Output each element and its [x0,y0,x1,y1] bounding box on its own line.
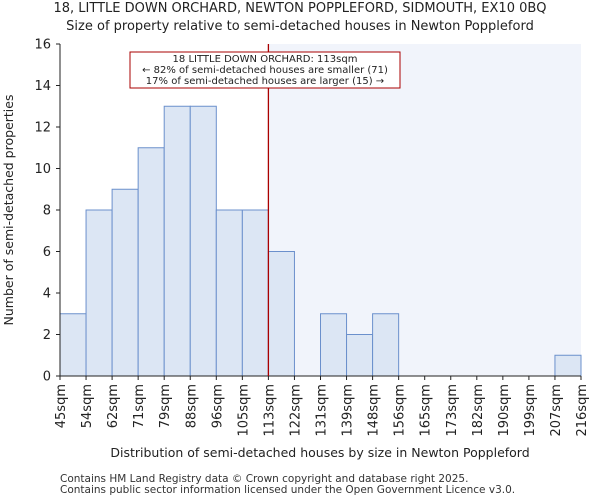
annotation-line3: 17% of semi-detached houses are larger (… [146,76,384,87]
annotation-line1: 18 LITTLE DOWN ORCHARD: 113sqm [173,54,358,65]
y-tick-label: 4 [43,287,51,302]
chart-title-line1: 18, LITTLE DOWN ORCHARD, NEWTON POPPLEFO… [53,1,547,16]
annotation-line2: ← 82% of semi-detached houses are smalle… [142,65,388,76]
histogram-bar [215,209,243,377]
larger-properties-region [268,44,581,376]
footer-copyright: Contains HM Land Registry data © Crown c… [60,473,469,485]
histogram-bar [163,105,191,377]
y-tick-label: 6 [43,245,51,260]
x-tick-label: 216sqm [575,384,590,437]
y-tick-label: 0 [43,370,51,385]
y-axis-label: Number of semi-detached properties [1,95,16,326]
x-tick-label: 182sqm [471,384,486,437]
histogram-bar [189,105,217,377]
histogram-bar [137,147,165,377]
y-tick-label: 12 [34,121,51,136]
x-tick-label: 79sqm [158,384,173,428]
x-tick-label: 207sqm [549,384,564,437]
x-tick-label: 173sqm [445,384,460,437]
histogram-bar [320,313,348,377]
histogram-bar [59,313,87,377]
x-tick-label: 131sqm [315,384,330,437]
histogram-bar [554,354,582,377]
histogram-bar [267,251,295,377]
histogram-bar [346,334,374,377]
x-tick-label: 199sqm [523,384,538,437]
x-tick-label: 139sqm [341,384,356,437]
y-tick-label: 8 [43,204,51,219]
x-tick-label: 45sqm [54,384,69,428]
y-tick-label: 14 [34,79,51,94]
x-tick-label: 165sqm [419,384,434,437]
x-tick-label: 113sqm [262,384,277,437]
x-tick-label: 156sqm [393,384,408,437]
x-tick-label: 96sqm [210,384,225,428]
histogram-bar [241,209,269,377]
x-tick-label: 88sqm [184,384,199,428]
histogram-bar [111,188,139,377]
x-tick-label: 71sqm [132,384,147,428]
y-tick-label: 2 [43,328,51,343]
y-tick-label: 10 [34,162,51,177]
x-tick-label: 62sqm [106,384,121,428]
x-axis-label: Distribution of semi-detached houses by … [110,445,529,460]
x-tick-label: 148sqm [367,384,382,437]
chart-subtitle: Size of property relative to semi-detach… [66,19,534,34]
histogram-bar [85,209,113,377]
footer-licence: Contains public sector information licen… [60,484,516,496]
x-tick-label: 190sqm [497,384,512,437]
histogram-bar [372,313,400,377]
annotation-box [129,51,401,89]
x-tick-label: 54sqm [80,384,95,428]
x-tick-label: 105sqm [236,384,251,437]
x-tick-label: 122sqm [288,384,303,437]
y-tick-label: 16 [34,38,51,53]
